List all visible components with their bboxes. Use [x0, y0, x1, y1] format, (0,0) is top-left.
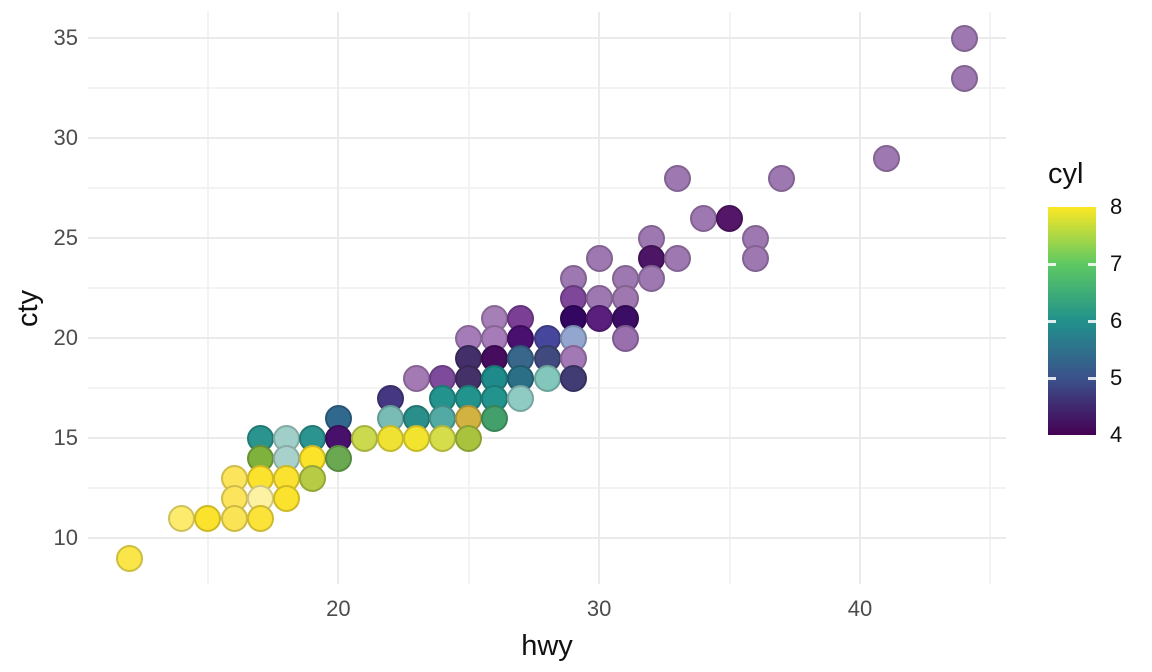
- colorbar-tick: [1088, 376, 1096, 380]
- data-point: [585, 244, 613, 272]
- data-point: [507, 384, 535, 412]
- data-point: [481, 404, 509, 432]
- legend-tick-label: 7: [1110, 251, 1123, 276]
- data-point: [768, 164, 796, 192]
- data-point: [272, 484, 300, 512]
- data-point: [689, 204, 717, 232]
- colorbar-tick: [1048, 319, 1056, 323]
- gridline-major: [88, 237, 1006, 239]
- gridline-minor: [88, 187, 1006, 189]
- legend-tick-label: 6: [1110, 308, 1123, 333]
- data-point: [663, 164, 691, 192]
- y-tick-label: 10: [53, 525, 78, 550]
- gridline-minor: [88, 87, 1006, 89]
- gridline-minor: [88, 287, 1006, 289]
- data-point: [403, 424, 431, 452]
- data-point: [611, 324, 639, 352]
- gridline-major: [88, 437, 1006, 439]
- gridline-major: [337, 12, 340, 584]
- x-tick-label: 30: [586, 596, 612, 621]
- plot-panel: [88, 12, 1006, 584]
- gridline-major: [858, 12, 861, 584]
- legend-title: cyl: [1048, 158, 1084, 190]
- y-tick-label: 15: [53, 425, 78, 450]
- data-point: [716, 204, 744, 232]
- data-point: [324, 444, 352, 472]
- x-axis-title: hwy: [521, 630, 573, 662]
- gridline-major: [88, 37, 1006, 39]
- colorbar-tick: [1088, 262, 1096, 266]
- legend-tick-label: 5: [1110, 365, 1123, 390]
- legend-tick-label: 8: [1110, 194, 1123, 219]
- data-point: [950, 24, 978, 52]
- y-tick-label: 20: [53, 325, 78, 350]
- data-point: [350, 424, 378, 452]
- colorbar-tick: [1048, 262, 1056, 266]
- data-point: [168, 504, 196, 532]
- legend-colorbar: [1048, 207, 1096, 435]
- data-point: [559, 364, 587, 392]
- data-point: [116, 544, 144, 572]
- y-tick-label: 30: [53, 125, 78, 150]
- data-point: [403, 364, 431, 392]
- data-point: [533, 364, 561, 392]
- y-tick-label: 35: [53, 25, 78, 50]
- data-point: [663, 244, 691, 272]
- x-tick-label: 20: [326, 596, 351, 621]
- gridline-minor: [467, 12, 470, 584]
- gridline-minor: [206, 12, 209, 584]
- legend-tick-label: 4: [1110, 422, 1123, 447]
- gridline-minor: [728, 12, 731, 584]
- data-point: [220, 504, 248, 532]
- gridline-major: [88, 137, 1006, 139]
- y-tick-label: 25: [53, 225, 78, 250]
- x-tick-label: 40: [847, 596, 873, 621]
- data-point: [742, 244, 770, 272]
- data-point: [637, 264, 665, 292]
- colorbar-tick: [1088, 319, 1096, 323]
- data-point: [872, 144, 900, 172]
- gridline-minor: [989, 12, 992, 584]
- gridline-major: [88, 537, 1006, 539]
- data-point: [455, 424, 483, 452]
- data-point: [429, 424, 457, 452]
- data-point: [298, 464, 326, 492]
- data-point: [246, 504, 274, 532]
- gridline-minor: [88, 487, 1006, 489]
- y-axis-title: cty: [12, 289, 44, 327]
- data-point: [950, 64, 978, 92]
- data-point: [194, 504, 222, 532]
- data-point: [585, 304, 613, 332]
- colorbar-tick: [1048, 376, 1056, 380]
- data-point: [377, 424, 405, 452]
